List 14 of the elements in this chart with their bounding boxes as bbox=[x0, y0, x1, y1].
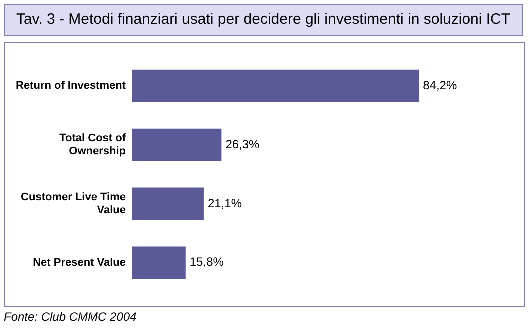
bar bbox=[132, 188, 204, 220]
data-label: 26,3% bbox=[226, 137, 260, 152]
source-note: Fonte: Club CMMC 2004 bbox=[4, 310, 137, 324]
data-label: 21,1% bbox=[208, 196, 242, 210]
y-tick-label: Return of Investment bbox=[16, 80, 126, 92]
bar bbox=[132, 128, 222, 162]
bar bbox=[132, 70, 420, 102]
y-tick-label: Total Cost of Ownership bbox=[60, 132, 126, 158]
y-tick-label: Net Present Value bbox=[33, 256, 126, 269]
y-tick-label: Customer Live Time Value bbox=[21, 191, 126, 217]
data-label: 84,2% bbox=[423, 78, 458, 92]
bar bbox=[132, 246, 186, 280]
data-label: 15,8% bbox=[190, 255, 224, 270]
chart-title: Tav. 3 - Metodi finanziari usati per decidere gli investimenti in soluzioni ICT bbox=[4, 4, 523, 36]
